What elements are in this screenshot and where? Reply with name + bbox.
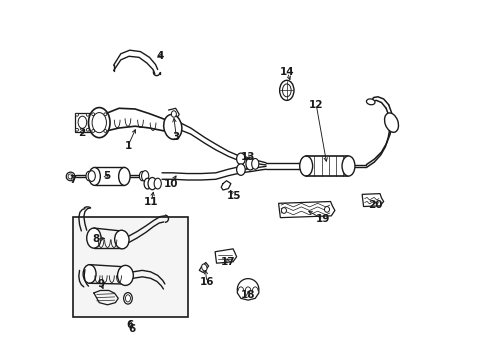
Text: 18: 18 (241, 290, 255, 300)
Ellipse shape (86, 129, 89, 131)
Ellipse shape (324, 207, 329, 212)
Text: 15: 15 (226, 191, 241, 201)
Ellipse shape (201, 264, 206, 271)
Ellipse shape (86, 171, 92, 181)
Ellipse shape (236, 164, 244, 175)
Text: 8: 8 (92, 234, 99, 244)
Text: 20: 20 (367, 200, 382, 210)
Ellipse shape (68, 174, 73, 179)
Ellipse shape (83, 265, 96, 283)
Ellipse shape (366, 99, 374, 105)
Ellipse shape (78, 116, 86, 129)
Ellipse shape (86, 113, 89, 116)
Ellipse shape (144, 178, 151, 189)
Ellipse shape (384, 113, 398, 132)
Ellipse shape (139, 171, 145, 181)
Ellipse shape (282, 84, 290, 97)
Ellipse shape (245, 158, 254, 170)
Bar (75, 113, 89, 132)
Ellipse shape (66, 172, 75, 181)
Ellipse shape (341, 156, 354, 176)
Ellipse shape (104, 130, 106, 132)
Ellipse shape (299, 156, 312, 176)
Text: 14: 14 (280, 67, 294, 77)
Text: 19: 19 (316, 215, 330, 224)
Ellipse shape (88, 108, 110, 138)
Text: 16: 16 (199, 277, 214, 287)
Text: 13: 13 (241, 152, 255, 162)
Text: 12: 12 (308, 100, 323, 110)
Ellipse shape (142, 171, 148, 181)
Ellipse shape (251, 158, 258, 169)
Text: 1: 1 (124, 141, 131, 151)
Bar (73, 217, 187, 317)
Ellipse shape (236, 153, 244, 165)
Ellipse shape (119, 167, 130, 185)
Text: 6: 6 (128, 324, 135, 334)
Polygon shape (215, 249, 236, 263)
Text: 10: 10 (163, 179, 178, 189)
Ellipse shape (279, 80, 293, 100)
Ellipse shape (281, 208, 286, 213)
Ellipse shape (125, 295, 130, 302)
Ellipse shape (154, 178, 161, 189)
Ellipse shape (241, 158, 248, 169)
Polygon shape (362, 194, 383, 207)
Ellipse shape (89, 167, 100, 185)
Polygon shape (278, 202, 334, 218)
Text: 7: 7 (69, 175, 77, 185)
Text: 4: 4 (156, 51, 163, 61)
Text: 3: 3 (172, 132, 180, 142)
Ellipse shape (117, 265, 133, 285)
Text: 2: 2 (78, 129, 85, 138)
Text: 5: 5 (102, 171, 110, 181)
Ellipse shape (86, 228, 101, 248)
Text: 6: 6 (126, 320, 134, 330)
Text: 9: 9 (97, 279, 104, 289)
Ellipse shape (92, 113, 94, 116)
Ellipse shape (92, 130, 94, 132)
Text: 11: 11 (144, 197, 158, 207)
Ellipse shape (104, 113, 106, 116)
Ellipse shape (163, 114, 182, 139)
Ellipse shape (123, 293, 132, 304)
Ellipse shape (88, 171, 95, 181)
Ellipse shape (114, 230, 129, 249)
Ellipse shape (76, 129, 78, 131)
Ellipse shape (171, 111, 176, 117)
Ellipse shape (148, 177, 156, 190)
Ellipse shape (76, 113, 78, 116)
Text: 17: 17 (221, 257, 235, 267)
Ellipse shape (92, 113, 106, 133)
